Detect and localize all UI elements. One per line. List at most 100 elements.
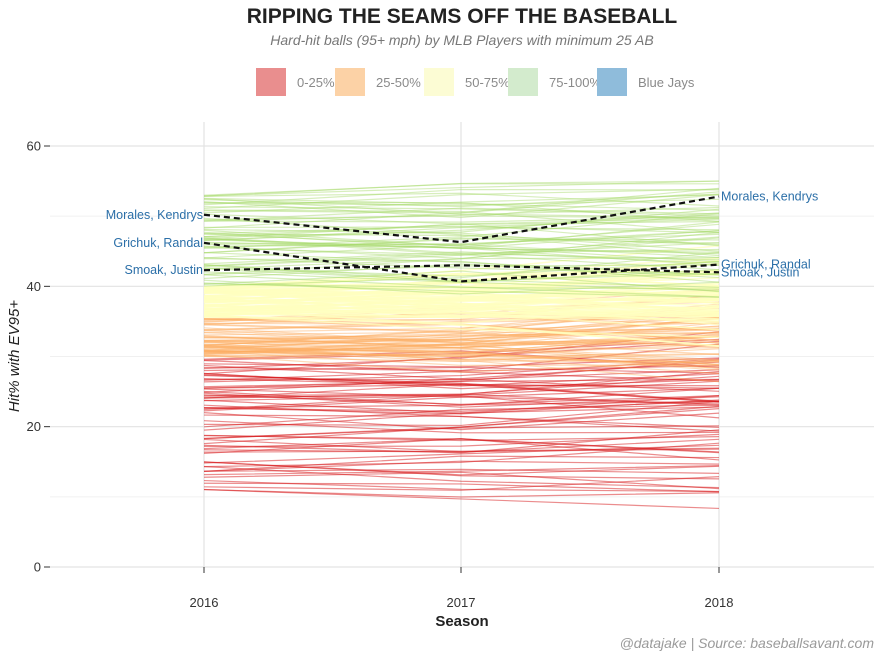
- player-line: [203, 236, 720, 254]
- player-line: [203, 244, 720, 288]
- player-line: [203, 194, 720, 219]
- player-line: [203, 316, 720, 352]
- player-line: [203, 258, 720, 283]
- blue-jays-series-line: [203, 241, 720, 283]
- player-line: [203, 212, 720, 241]
- player-line: [203, 187, 720, 229]
- player-line: [203, 343, 720, 366]
- player-line: [203, 395, 720, 419]
- player-line: [203, 405, 720, 440]
- player-line: [203, 346, 720, 369]
- player-line: [203, 328, 720, 348]
- player-line: [203, 324, 720, 348]
- player-line: [203, 299, 720, 315]
- player-line: [203, 194, 720, 214]
- player-line: [203, 312, 720, 341]
- player-line: [203, 273, 720, 288]
- player-line: [203, 348, 720, 363]
- player-line: [203, 215, 720, 223]
- player-line: [203, 290, 720, 310]
- player-line: [203, 231, 720, 253]
- player-line: [203, 198, 720, 219]
- player-line: [203, 242, 720, 259]
- player-line: [203, 331, 720, 351]
- player-line: [203, 274, 720, 298]
- player-line: [203, 180, 720, 197]
- player-line: [203, 251, 720, 265]
- player-line: [203, 387, 720, 412]
- chart-subtitle: Hard-hit balls (95+ mph) by MLB Players …: [270, 32, 653, 48]
- player-line: [203, 354, 720, 373]
- player-line: [203, 349, 720, 362]
- player-line: [203, 384, 720, 403]
- player-line: [203, 270, 720, 293]
- player-label-right: Morales, Kendrys: [721, 190, 818, 204]
- player-line: [203, 213, 720, 225]
- player-line: [203, 404, 720, 428]
- player-lines: [203, 180, 720, 510]
- player-line: [203, 237, 720, 271]
- player-line: [203, 191, 720, 214]
- player-line: [203, 435, 720, 454]
- player-line: [203, 213, 720, 249]
- player-line: [203, 237, 720, 259]
- player-line: [203, 188, 720, 210]
- y-tick-label: 0: [34, 560, 41, 575]
- player-line: [203, 344, 720, 363]
- player-line: [203, 343, 720, 362]
- player-line: [203, 355, 720, 365]
- player-line: [203, 279, 720, 295]
- player-line: [203, 340, 720, 375]
- player-line: [203, 317, 720, 357]
- player-line: [203, 328, 720, 354]
- player-line: [203, 228, 720, 252]
- player-line: [203, 188, 720, 206]
- player-line: [203, 206, 720, 222]
- y-tick-label: 60: [27, 139, 41, 154]
- player-line: [203, 359, 720, 389]
- player-label-right: Grichuk, Randal: [721, 258, 811, 272]
- y-tick-label: 20: [27, 419, 41, 434]
- blue-jays-series-line: [203, 195, 720, 244]
- player-line: [203, 226, 720, 242]
- player-line: [203, 433, 720, 447]
- player-line: [203, 347, 720, 362]
- player-line: [203, 331, 720, 345]
- player-line: [203, 399, 720, 415]
- player-line: [203, 283, 720, 290]
- player-line: [203, 311, 720, 350]
- player-line: [203, 338, 720, 361]
- player-line: [203, 337, 720, 356]
- player-line: [203, 215, 720, 221]
- player-line: [203, 217, 720, 257]
- player-line: [203, 261, 720, 277]
- player-line: [203, 350, 720, 375]
- x-tick-label: 2017: [447, 595, 476, 610]
- player-line: [203, 290, 720, 317]
- player-line: [203, 350, 720, 366]
- player-line: [203, 325, 720, 346]
- player-line: [203, 468, 720, 474]
- player-line: [203, 392, 720, 408]
- player-line: [203, 345, 720, 383]
- player-line: [203, 225, 720, 235]
- player-line: [203, 198, 720, 206]
- player-line: [203, 263, 720, 280]
- player-line: [203, 340, 720, 361]
- player-line: [203, 208, 720, 238]
- legend-label: Blue Jays: [638, 75, 695, 90]
- player-line: [203, 264, 720, 292]
- player-line: [203, 412, 720, 431]
- player-line: [203, 193, 720, 208]
- legend-label: 0-25%: [297, 75, 335, 90]
- player-line: [203, 298, 720, 317]
- player-line: [203, 358, 720, 383]
- player-line: [203, 335, 720, 349]
- player-line: [203, 317, 720, 343]
- player-label-left: Smoak, Justin: [124, 263, 203, 277]
- player-line: [203, 192, 720, 207]
- player-line: [203, 471, 720, 490]
- player-line: [203, 252, 720, 267]
